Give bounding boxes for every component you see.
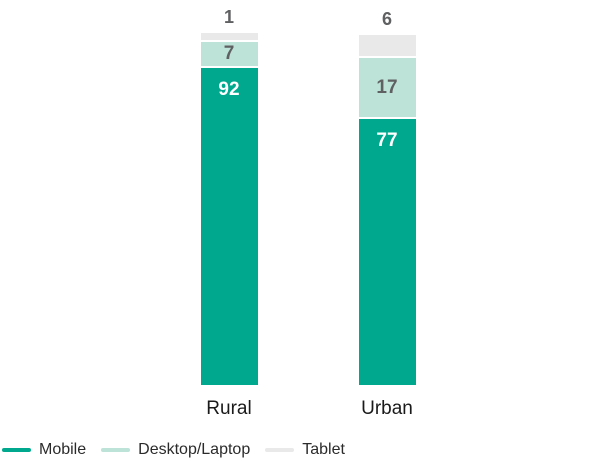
desktop-laptop-swatch-icon <box>101 448 131 452</box>
tablet-value-label: 1 <box>223 7 234 28</box>
bar-group-urban: 6 17 77 Urban <box>327 10 447 421</box>
segment-desktop-laptop: 7 <box>200 42 258 67</box>
legend-item-desktop-laptop[interactable]: Desktop/Laptop <box>101 442 250 458</box>
segment-mobile: 92 <box>200 68 258 386</box>
tablet-swatch-icon <box>265 448 295 452</box>
legend: Mobile Desktop/Laptop Tablet <box>2 442 360 458</box>
category-label-urban: Urban <box>361 398 413 420</box>
mobile-swatch-icon <box>2 448 31 452</box>
mobile-value-label: 77 <box>376 130 398 152</box>
legend-label: Tablet <box>302 441 345 458</box>
desktop-value-label: 7 <box>223 43 235 65</box>
segment-mobile: 77 <box>358 119 416 386</box>
tablet-value-label: 6 <box>381 9 392 30</box>
legend-label: Desktop/Laptop <box>138 441 251 458</box>
legend-item-tablet[interactable]: Tablet <box>265 442 345 458</box>
desktop-value-label: 17 <box>376 76 398 98</box>
category-label-rural: Rural <box>206 398 252 420</box>
mobile-value-label: 92 <box>218 79 240 101</box>
legend-item-mobile[interactable]: Mobile <box>2 442 86 458</box>
segment-desktop-laptop: 17 <box>358 58 416 118</box>
segment-tablet <box>200 33 258 41</box>
stacked-bar-urban: 17 77 <box>358 35 416 386</box>
stacked-bar-rural: 7 92 <box>200 33 258 386</box>
legend-label: Mobile <box>39 441 87 458</box>
segment-tablet <box>358 35 416 57</box>
bar-group-rural: 1 7 92 Rural <box>169 8 289 421</box>
